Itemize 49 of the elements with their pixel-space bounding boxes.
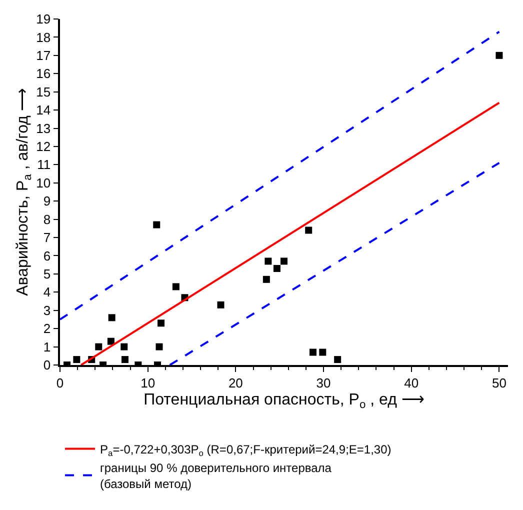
point	[305, 226, 312, 234]
point	[95, 343, 102, 350]
y-tick-label: 0	[43, 358, 51, 373]
y-tick-label: 16	[36, 66, 51, 82]
point	[264, 258, 272, 265]
y-tick-label: 13	[36, 120, 51, 136]
point	[156, 343, 163, 350]
y-tick-label: 19	[36, 12, 51, 27]
y-tick-label: 9	[43, 194, 51, 209]
y-tick-label: 3	[43, 302, 51, 318]
point	[108, 314, 116, 322]
point	[319, 348, 326, 356]
y-tick-label: 6	[43, 248, 51, 264]
x-axis-title: Потенциальная опасность, P$_{о}$ , ед ⟶	[144, 392, 424, 411]
y-tick-label: 10	[36, 175, 51, 190]
point	[217, 301, 224, 308]
y-tick-label: 11	[37, 157, 51, 172]
point	[120, 343, 128, 350]
y-tick-label: 8	[43, 212, 51, 227]
point	[122, 356, 128, 364]
x-tick-label: 30	[316, 375, 331, 390]
point	[496, 52, 503, 59]
y-tick-label: 2	[43, 321, 51, 336]
point	[107, 338, 114, 345]
y-tick-label: 18	[36, 30, 51, 45]
point	[280, 258, 288, 265]
y-tick-label: 12	[36, 139, 51, 154]
point	[262, 276, 270, 283]
legend-label: P$_{а}$=-0,722+0,303P$_{о}$ (R=0,67;F-критерий=24,9;E=1,30)	[100, 442, 392, 458]
point	[273, 264, 280, 272]
point	[73, 356, 80, 364]
y-tick-label: 17	[36, 48, 51, 63]
x-tick-label: 20	[228, 375, 243, 390]
point	[309, 348, 316, 356]
y-tick-label: 14	[36, 102, 51, 118]
point	[334, 356, 342, 364]
y-tick-label: 7	[43, 230, 51, 246]
x-tick-label: 50	[492, 375, 506, 390]
y-tick-label: 1	[43, 339, 51, 354]
point	[172, 283, 180, 290]
x-tick-label: 40	[404, 375, 419, 390]
legend-label: границы 90 % доверительного интервала (базовый метод)	[100, 461, 332, 491]
point	[158, 320, 165, 327]
y-tick-label: 5	[43, 266, 51, 282]
y-tick-label: 4	[43, 284, 51, 300]
x-tick-label: 10	[140, 375, 156, 390]
point	[153, 221, 160, 228]
y-tick-label: 15	[36, 84, 51, 100]
x-tick-label: 0	[56, 375, 64, 390]
